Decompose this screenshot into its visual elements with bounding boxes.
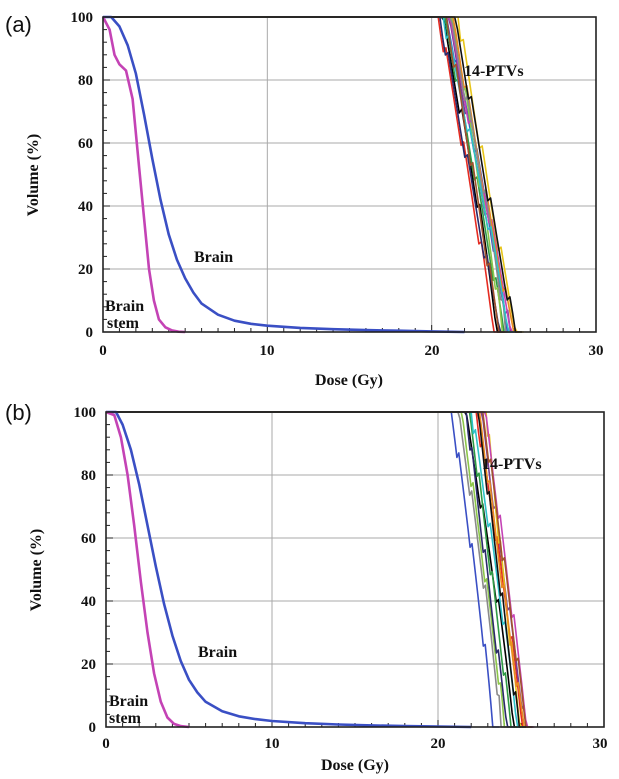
brain-curve: [103, 15, 465, 334]
ptv-curve: [106, 411, 518, 728]
x-tick-label: 30: [589, 343, 604, 359]
ptv-curves: [106, 411, 535, 728]
y-tick-label: 60: [81, 531, 96, 547]
x-tick-label: 10: [260, 343, 275, 359]
y-tick-label: 100: [74, 405, 97, 421]
organ-curves: [105, 410, 472, 729]
panel-label: (b): [5, 400, 32, 425]
brain-stem-annotation-line1: Brain: [105, 298, 144, 315]
ptv-curve: [103, 16, 506, 333]
ptv-curve: [103, 16, 524, 333]
brain-curve: [106, 410, 472, 729]
y-tick-label: 20: [78, 262, 93, 278]
ptv-curve: [106, 411, 531, 728]
x-axis-title: Dose (Gy): [321, 757, 389, 774]
panel-b: (b) 0 10 20 30 0 20 40 60 80 100 Dose (G…: [5, 400, 608, 774]
y-tick-label: 0: [86, 325, 94, 341]
y-tick-label: 60: [78, 136, 93, 152]
x-tick-label: 10: [265, 736, 280, 752]
ptv-curve: [106, 411, 533, 728]
grid: [106, 412, 604, 727]
ptv-curve: [106, 411, 521, 728]
organ-curves: [101, 15, 465, 334]
x-tick-label: 0: [102, 736, 110, 752]
ptv-curve: [103, 16, 522, 333]
y-tick-label: 80: [78, 73, 93, 89]
plot-frame: [105, 411, 605, 728]
panel-a: (a) 0 10 20 30 0 20 40 60 80 100 Dose (G…: [5, 10, 604, 389]
ptv-annotation: 14-PTVs: [482, 456, 542, 473]
y-tick-label: 40: [81, 594, 96, 610]
brain-stem-annotation-line1: Brain: [109, 693, 148, 710]
panel-label: (a): [5, 12, 32, 37]
ptv-curve: [106, 411, 525, 728]
y-axis-title: Volume (%): [25, 134, 42, 217]
grid: [103, 17, 596, 332]
x-tick-label: 30: [593, 736, 608, 752]
brain-stem-curve: [105, 410, 190, 729]
y-tick-label: 80: [81, 468, 96, 484]
ptv-curve: [106, 411, 515, 728]
ptv-curve: [106, 411, 533, 728]
ptv-curve: [106, 411, 535, 728]
brain-stem-curve: [101, 16, 186, 334]
brain-stem-annotation-line2: stem: [109, 710, 142, 727]
x-axis-title: Dose (Gy): [315, 372, 383, 389]
ptv-curve: [106, 411, 511, 728]
ptv-curve: [103, 16, 513, 333]
ptv-curve: [106, 411, 508, 728]
y-tick-label: 0: [89, 720, 97, 736]
y-tick-label: 100: [71, 10, 94, 26]
ptv-curves: [103, 16, 524, 333]
y-axis-title: Volume (%): [28, 529, 45, 612]
x-tick-label: 20: [431, 736, 446, 752]
y-tick-label: 20: [81, 657, 96, 673]
ptv-curve: [103, 16, 504, 333]
ptv-curve: [103, 16, 508, 333]
brain-annotation: Brain: [198, 644, 237, 661]
x-tick-label: 20: [425, 343, 440, 359]
ptv-curve: [103, 16, 501, 333]
ptv-annotation: 14-PTVs: [464, 63, 524, 80]
brain-annotation: Brain: [194, 249, 233, 266]
ptv-curve: [106, 411, 500, 728]
plot-frame: [102, 16, 597, 333]
ptv-curve: [103, 16, 516, 333]
x-tick-label: 0: [99, 343, 107, 359]
y-tick-label: 40: [78, 199, 93, 215]
brain-stem-annotation-line2: stem: [107, 315, 140, 332]
ptv-curve: [106, 411, 526, 728]
